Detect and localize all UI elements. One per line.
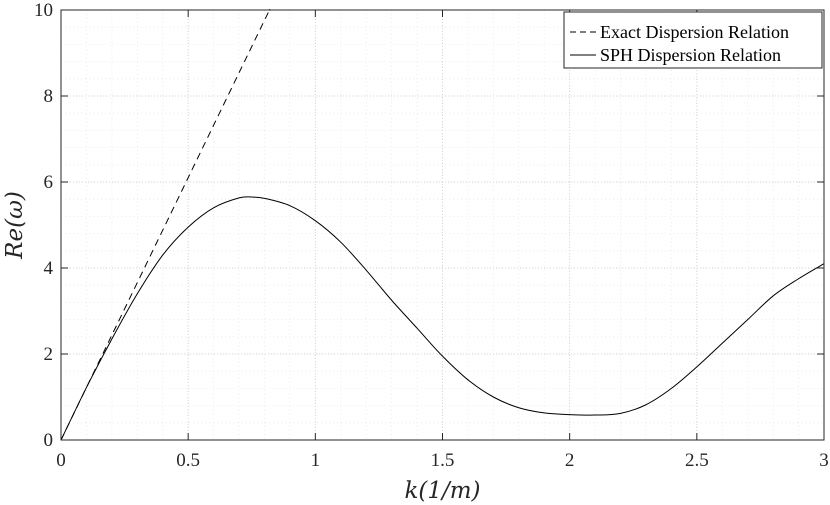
y-tick-label: 6 (44, 172, 54, 193)
y-axis-label: Re(ω) (2, 191, 28, 260)
x-tick-label: 0.5 (176, 450, 200, 471)
x-tick-label: 2 (565, 450, 575, 471)
minor-grid (61, 10, 824, 440)
x-tick-label: 1 (311, 450, 321, 471)
series-line-sph (60, 196, 825, 441)
y-tick-label: 8 (44, 86, 54, 107)
x-axis-label: k(1/m) (404, 478, 480, 504)
y-tick-label: 2 (44, 344, 54, 365)
x-tick-label: 1.5 (431, 450, 455, 471)
legend-label-exact: Exact Dispersion Relation (600, 22, 789, 42)
y-tick-label: 4 (44, 258, 54, 279)
legend: Exact Dispersion Relation SPH Dispersion… (563, 11, 823, 69)
y-tick-label: 0 (44, 430, 54, 451)
legend-label-sph: SPH Dispersion Relation (600, 45, 781, 65)
series-line-exact (60, 8, 271, 441)
x-tick-label: 0 (56, 450, 66, 471)
series-layer (60, 8, 825, 441)
y-tick-label: 10 (34, 0, 53, 21)
x-tick-label: 3 (819, 450, 829, 471)
axis-ticks (60, 9, 825, 441)
legend-box (563, 11, 823, 69)
tick-labels: 0 0.5 1 1.5 2 2.5 3 0 2 4 6 8 10 (34, 0, 829, 471)
x-tick-label: 2.5 (685, 450, 709, 471)
